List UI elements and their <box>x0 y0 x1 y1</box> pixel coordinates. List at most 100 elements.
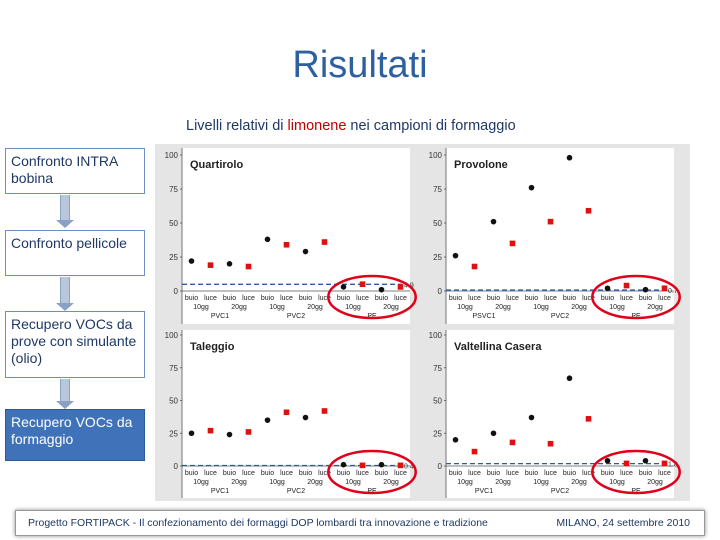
chart-2-xtick-label: buio <box>563 295 576 302</box>
chart-3-xgroup-label: PE <box>367 488 377 495</box>
chart-3-plot-area <box>182 330 410 498</box>
chart-1-xtick-label: buio <box>223 295 236 302</box>
chart-3-point-red <box>283 409 290 416</box>
chart-3-xtick-label: luce <box>356 470 369 477</box>
chart-2-ytick-label: 25 <box>433 253 442 262</box>
chart-3-point-black <box>340 461 347 468</box>
chart-3-pe-highlight-ellipse <box>327 449 417 495</box>
chart-4-point-black <box>642 457 649 464</box>
chart-1-xgroup-label: PVC1 <box>211 313 229 320</box>
chart-4-point-red <box>547 440 554 447</box>
chart-3-point-red <box>321 408 328 414</box>
chart-4-xtick-label: buio <box>639 470 652 477</box>
chart-2-xtick-label: buio <box>639 295 652 302</box>
chart-1-point-black <box>226 261 233 267</box>
chart-1-xtick-label: luce <box>318 295 331 302</box>
subtitle-highlight: limonene <box>287 118 347 134</box>
chart-2-title: Provolone <box>454 159 508 171</box>
chart-1-pe-highlight-ellipse <box>327 274 417 320</box>
chart-4-point-black <box>566 375 573 382</box>
chart-2-xday-label: 10gg <box>533 304 549 311</box>
chart-4-xtick-label: luce <box>658 470 671 477</box>
chart-2-xtick-label: buio <box>601 295 614 302</box>
chart-2-xtick-label: luce <box>544 295 557 302</box>
chart-2-pe-highlight-ellipse <box>591 274 681 320</box>
chart-1-point-red <box>283 241 290 248</box>
chart-3-xtick-label: buio <box>261 470 274 477</box>
chart-2-point-red <box>471 263 478 270</box>
chart-3-point-black <box>188 430 195 437</box>
chart-2-point-red <box>509 240 516 247</box>
chart-1-plot-area <box>182 148 410 324</box>
chart-2-ytick-label: 0 <box>438 287 443 296</box>
chart-3-xtick-label: buio <box>223 470 236 477</box>
chart-1-xtick-label: buio <box>185 295 198 302</box>
chart-1-xday-label: 20gg <box>383 304 399 311</box>
chart-2-xday-label: 10gg <box>457 304 473 311</box>
chart-2-point-red <box>661 285 668 292</box>
chart-4-title: Valtellina Casera <box>454 341 542 353</box>
chart-2-xtick-label: buio <box>525 295 538 302</box>
chart-1-point-black <box>378 286 385 293</box>
chart-2-ytick-label: 75 <box>433 185 442 194</box>
chart-4-xday-label: 10gg <box>533 479 549 486</box>
chart-1-xday-label: 20gg <box>231 304 247 311</box>
chart-2-xtick-label: luce <box>658 295 671 302</box>
chart-subtitle: Livelli relativi di limonene nei campion… <box>186 118 516 134</box>
chart-4-ytick-label: 50 <box>433 397 442 406</box>
chart-2-xgroup-label: PSVC1 <box>473 313 496 320</box>
footer-date-text: MILANO, 24 settembre 2010 <box>556 517 690 529</box>
chart-3-ytick-label: 50 <box>169 397 178 406</box>
chart-2-point-black <box>566 154 573 161</box>
chart-1-xtick-label: buio <box>261 295 274 302</box>
chart-2-plot-area <box>446 148 674 324</box>
chart-1-point-red <box>207 262 214 268</box>
chart-4-xtick-label: buio <box>601 470 614 477</box>
chart-1-xtick-label: buio <box>299 295 312 302</box>
chart-4-point-red <box>661 460 668 467</box>
step-recupero-simulante: Recupero VOCs da prove con simulante (ol… <box>5 311 145 378</box>
chart-2-point-black <box>452 252 459 259</box>
chart-1-point-black <box>264 236 271 243</box>
chart-4-xtick-label: buio <box>487 470 500 477</box>
subtitle-pre: Livelli relativi di <box>186 118 288 134</box>
chart-1-xtick-label: luce <box>242 295 255 302</box>
chart-3-point-black <box>302 414 309 421</box>
chart-3-xtick-label: luce <box>394 470 407 477</box>
chart-4-ref-label: 1.8 <box>668 462 678 469</box>
chart-4-xgroup-label: PE <box>631 488 641 495</box>
chart-4-point-red <box>623 460 630 467</box>
chart-1-xtick-label: luce <box>280 295 293 302</box>
chart-3-xgroup-label: PVC1 <box>211 488 229 495</box>
chart-4-xday-label: 20gg <box>495 479 511 486</box>
chart-1-ytick-label: 25 <box>169 253 178 262</box>
chart-3-xtick-label: buio <box>299 470 312 477</box>
chart-4-xday-label: 20gg <box>571 479 587 486</box>
chart-2-ref-label: 0.7 <box>668 288 678 295</box>
footer-bar: Progetto FORTIPACK - Il confezionamento … <box>15 510 705 536</box>
chart-1-xday-label: 20gg <box>307 304 323 311</box>
chart-1-ytick-label: 0 <box>174 287 179 296</box>
chart-1-ytick-label: 100 <box>165 151 179 160</box>
chart-3-point-red <box>245 429 252 435</box>
chart-4-xday-label: 20gg <box>647 479 663 486</box>
chart-4-xtick-label: buio <box>525 470 538 477</box>
chart-4-ytick-label: 100 <box>429 331 443 340</box>
chart-2-xtick-label: luce <box>468 295 481 302</box>
chart-3-ytick-label: 100 <box>165 331 179 340</box>
chart-1-title: Quartirolo <box>190 159 243 171</box>
chart-1-xtick-label: buio <box>337 295 350 302</box>
chart-3-xday-label: 10gg <box>193 479 209 486</box>
chart-3-point-black <box>378 461 385 468</box>
chart-2-point-black <box>604 285 611 292</box>
chart-4-point-red <box>585 416 592 422</box>
chart-4-ytick-label: 25 <box>433 429 442 438</box>
chart-2-point-black <box>642 286 649 293</box>
chart-4-xgroup-label: PVC1 <box>475 488 493 495</box>
chart-1-point-red <box>359 281 366 287</box>
chart-3-xday-label: 10gg <box>345 479 361 486</box>
chart-2-xday-label: 10gg <box>609 304 625 311</box>
chart-2-xgroup-label: PVC2 <box>551 313 569 320</box>
chart-4-pe-highlight-ellipse <box>591 449 681 495</box>
page-title: Risultati <box>292 44 428 86</box>
